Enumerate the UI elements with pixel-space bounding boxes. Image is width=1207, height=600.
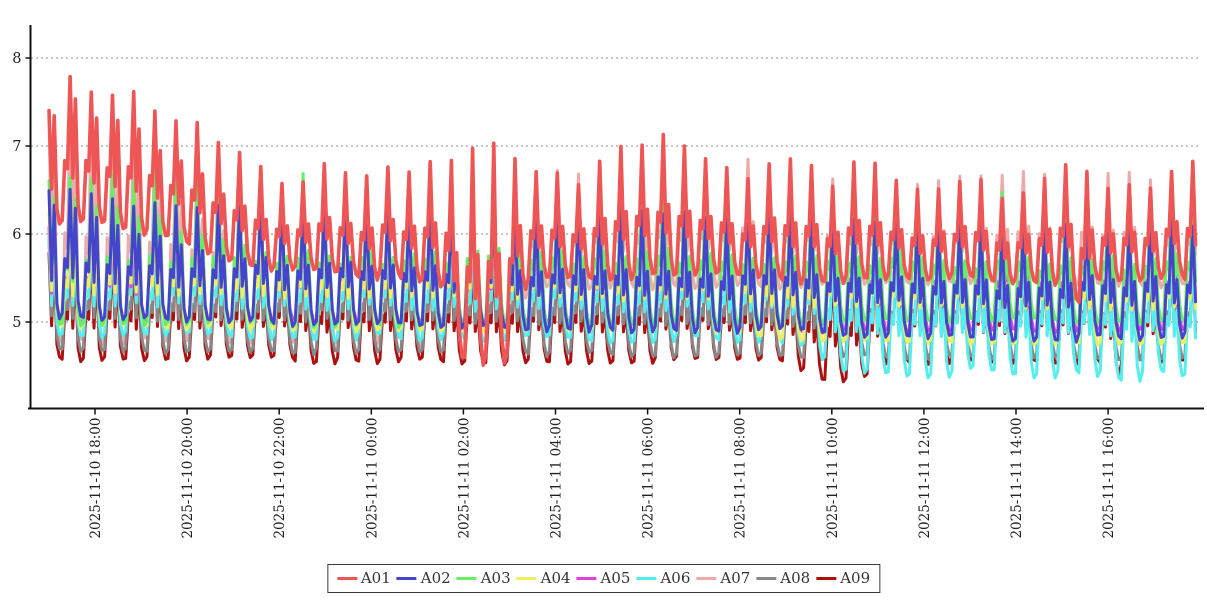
x-tick-label: 2025-11-11 00:00 (364, 418, 380, 539)
y-tick-label: 6 (12, 227, 21, 243)
x-tick-label: 2025-11-11 02:00 (456, 418, 472, 539)
legend-item-A06: A06 (636, 568, 690, 589)
y-tick-label: 7 (12, 139, 21, 155)
x-tick-label: 2025-11-11 06:00 (641, 418, 657, 539)
legend-item-A07: A07 (696, 568, 750, 589)
legend-swatch-A06 (636, 577, 657, 580)
x-tick-label: 2025-11-11 04:00 (549, 418, 565, 539)
legend-label-A01: A01 (360, 569, 391, 587)
x-tick-label: 2025-11-11 12:00 (917, 418, 933, 539)
legend-item-A08: A08 (756, 568, 810, 589)
legend-label-A04: A04 (540, 569, 571, 587)
legend-item-A01: A01 (336, 568, 391, 589)
legend-swatch-A01 (336, 577, 357, 580)
legend-swatch-A09 (816, 577, 837, 580)
legend-swatch-A05 (576, 577, 597, 580)
legend-label-A05: A05 (600, 569, 631, 587)
series-line-A01 (47, 74, 1198, 367)
legend-item-A04: A04 (516, 568, 571, 589)
legend-swatch-A07 (696, 577, 717, 580)
x-tick-label: 2025-11-10 20:00 (180, 418, 196, 539)
legend: A01 A02 A03 A04 A05 A06 A07 A08 A09 (326, 564, 881, 593)
x-tick-label: 2025-11-11 16:00 (1101, 418, 1117, 539)
x-tick-label: 2025-11-11 08:00 (733, 418, 749, 539)
x-tick-label: 2025-11-10 22:00 (272, 418, 288, 539)
legend-swatch-A02 (396, 577, 417, 580)
legend-item-A09: A09 (816, 568, 870, 589)
legend-label-A08: A08 (780, 569, 811, 587)
y-tick-label: 8 (12, 51, 21, 67)
legend-label-A03: A03 (480, 569, 511, 587)
legend-item-A03: A03 (456, 568, 511, 589)
legend-item-A02: A02 (396, 568, 451, 589)
legend-swatch-A04 (516, 577, 537, 580)
legend-label-A07: A07 (720, 569, 751, 587)
legend-label-A09: A09 (840, 569, 871, 587)
legend-swatch-A08 (756, 577, 777, 580)
y-tick-label: 5 (12, 315, 21, 331)
x-tick-label: 2025-11-11 14:00 (1009, 418, 1025, 539)
legend-swatch-A03 (456, 577, 477, 580)
x-tick-label: 2025-11-11 10:00 (825, 418, 841, 539)
legend-label-A06: A06 (660, 569, 691, 587)
x-tick-label: 2025-11-10 18:00 (88, 418, 104, 539)
legend-label-A02: A02 (420, 569, 451, 587)
legend-item-A05: A05 (576, 568, 631, 589)
